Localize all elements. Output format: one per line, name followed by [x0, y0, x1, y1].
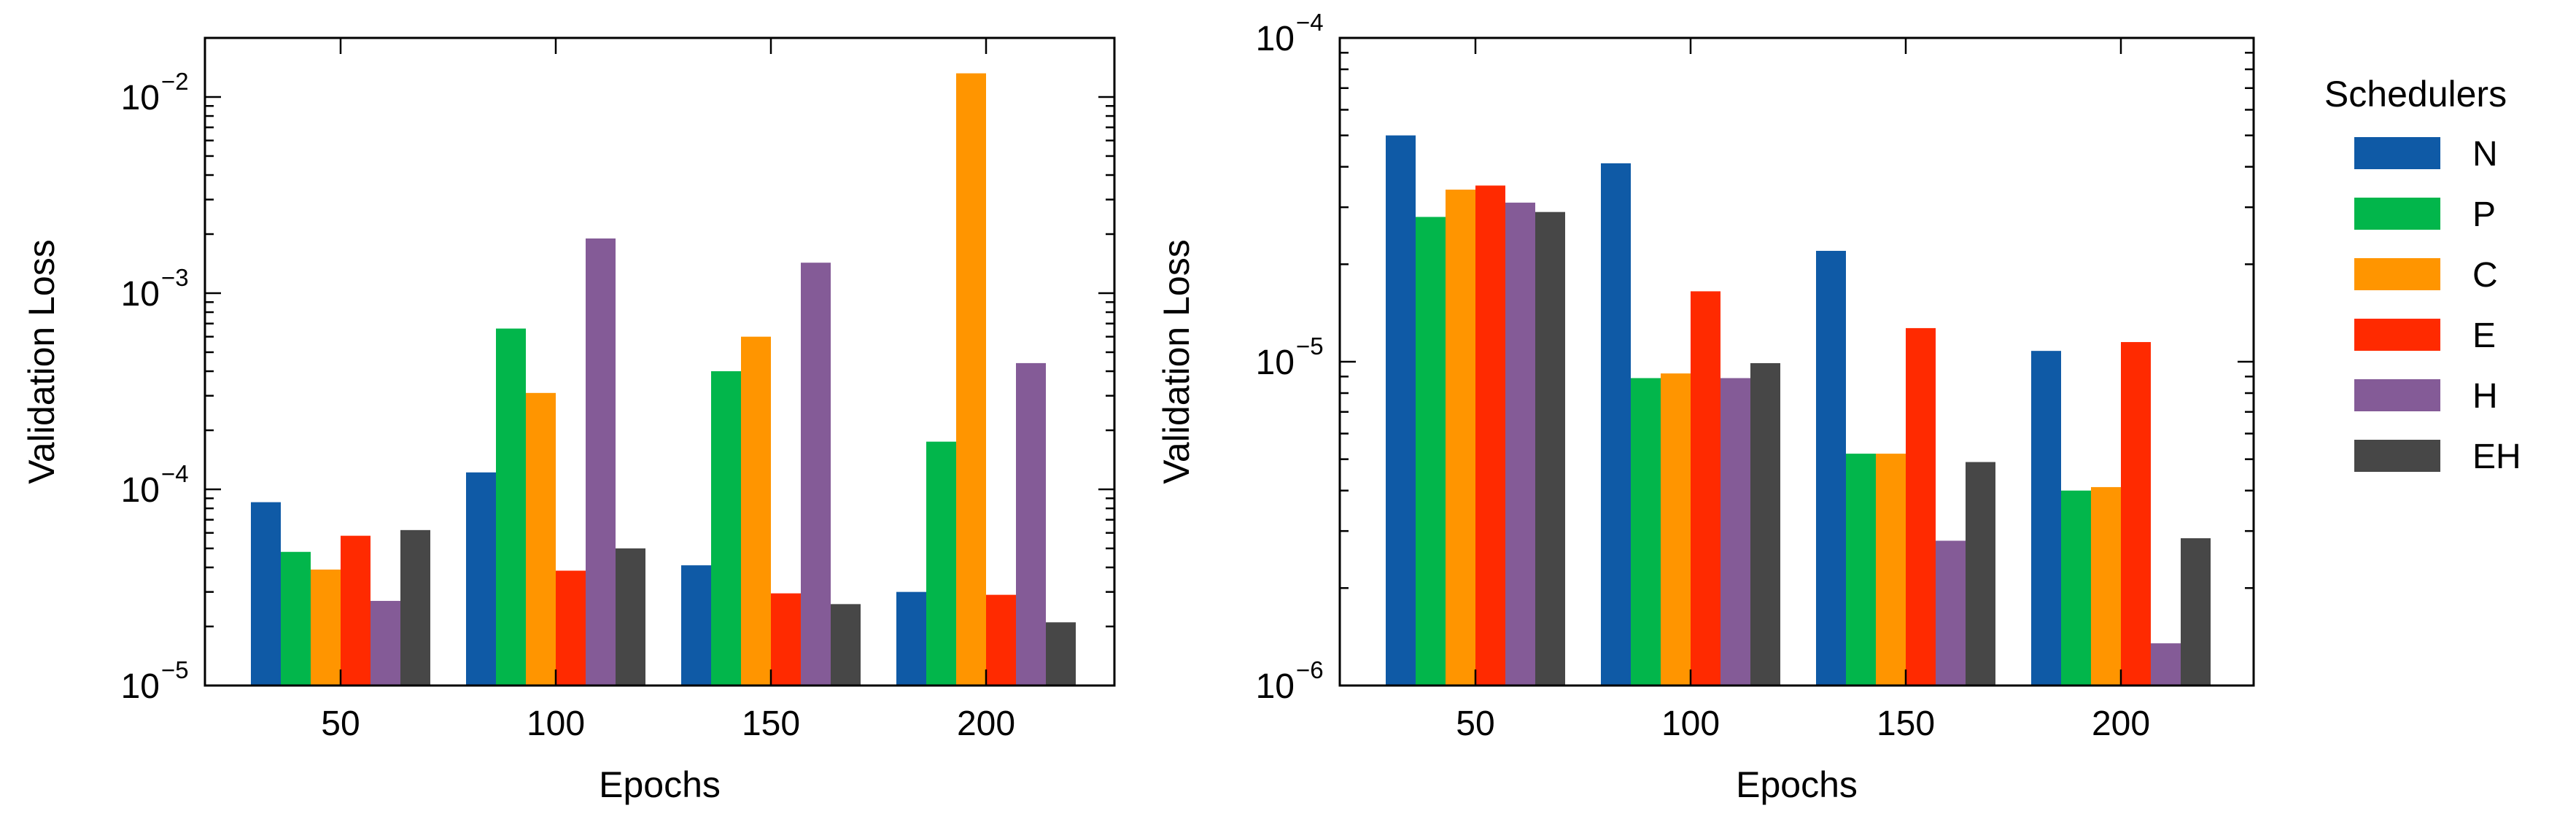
bar-200-c	[956, 73, 986, 686]
legend-label-e: E	[2472, 317, 2496, 355]
bar-100-c	[1661, 373, 1691, 686]
bar-50-h	[1505, 202, 1535, 686]
y-axis-label: Validation Loss	[21, 239, 62, 484]
bar-200-p	[2061, 490, 2091, 686]
bar-150-eh	[1966, 462, 1995, 686]
bar-150-e	[771, 593, 801, 686]
legend-swatch-eh	[2354, 440, 2440, 472]
y-tick-exponent: −5	[1296, 333, 1324, 360]
legend-label-h: H	[2472, 377, 2498, 416]
y-tick-label: 10	[1256, 343, 1295, 382]
bar-200-h	[2151, 643, 2181, 686]
y-tick-exponent: −6	[1296, 656, 1324, 683]
bar-200-eh	[2181, 538, 2211, 686]
x-axis-label: Epochs	[599, 764, 721, 805]
bar-100-e	[1691, 291, 1720, 686]
bar-200-n	[2031, 351, 2061, 686]
x-tick-label: 50	[321, 704, 360, 743]
bar-150-p	[711, 371, 741, 686]
plot-frame	[203, 36, 1116, 687]
x-tick-label: 100	[527, 704, 585, 743]
bar-150-h	[801, 263, 831, 686]
bar-100-n	[1601, 163, 1631, 686]
bar-50-p	[281, 551, 311, 686]
bar-100-e	[556, 570, 586, 686]
legend-swatch-h	[2354, 379, 2440, 411]
legend-swatch-p	[2354, 198, 2440, 230]
bar-100-eh	[1750, 362, 1780, 686]
bar-100-p	[496, 328, 526, 686]
y-tick-exponent: −3	[161, 264, 189, 291]
bar-150-c	[741, 336, 771, 686]
bar-100-n	[466, 472, 496, 686]
bar-50-h	[371, 600, 400, 686]
y-tick-label: 10	[1256, 20, 1295, 58]
bar-200-e	[986, 594, 1016, 686]
x-axis-label: Epochs	[1736, 764, 1858, 805]
y-tick-base: 10	[1256, 343, 1295, 382]
legend-label-c: C	[2472, 256, 2498, 295]
chart-right: 10−610−510 −450 100 150 200EpochsValidation …	[1156, 9, 2255, 805]
bar-200-eh	[1046, 622, 1076, 686]
bar-100-eh	[616, 548, 645, 686]
bar-100-p	[1631, 378, 1661, 686]
bar-150-n	[681, 565, 711, 686]
y-tick-label: 10	[121, 471, 160, 510]
x-tick-label: 50	[1456, 704, 1494, 743]
bar-100-h	[586, 238, 616, 686]
bar-50-n	[251, 502, 281, 686]
bar-150-c	[1876, 454, 1906, 686]
x-tick-label: 150	[742, 704, 800, 743]
y-tick-exponent: −5	[161, 656, 189, 683]
y-tick-label: 10	[121, 275, 160, 314]
bar-150-n	[1816, 250, 1846, 686]
bar-50-p	[1416, 217, 1446, 686]
bar-150-e	[1906, 327, 1936, 686]
bar-50-c	[1446, 190, 1475, 686]
bar-200-n	[896, 591, 926, 686]
legend-label-n: N	[2472, 135, 2498, 174]
y-tick-base: 10	[1256, 667, 1295, 706]
x-tick-label: 150	[1877, 704, 1935, 743]
bar-100-c	[526, 392, 556, 686]
y-tick-base: 10	[121, 667, 160, 706]
y-tick-base: 10	[121, 79, 160, 117]
legend-label-eh: EH	[2472, 438, 2521, 476]
y-tick-base: 10	[1256, 20, 1295, 58]
y-tick-exponent: −2	[161, 68, 189, 95]
legend-swatch-c	[2354, 258, 2440, 290]
y-tick-base: 10	[121, 275, 160, 314]
bar-200-c	[2091, 486, 2121, 686]
y-tick-label: 10	[121, 667, 160, 706]
chart-left: 10−510−410−310 −250 100 150 200EpochsValidat…	[21, 36, 1116, 805]
bar-50-n	[1386, 135, 1416, 686]
legend-swatch-n	[2354, 137, 2440, 169]
y-tick-label: 10	[121, 79, 160, 117]
bar-200-p	[926, 441, 956, 686]
bar-50-c	[311, 569, 341, 686]
y-tick-base: 10	[121, 471, 160, 510]
bar-200-e	[2121, 342, 2151, 686]
x-tick-label: 100	[1661, 704, 1720, 743]
y-axis-label: Validation Loss	[1156, 239, 1197, 484]
bar-50-e	[341, 535, 371, 686]
y-tick-exponent: −4	[161, 460, 189, 487]
y-tick-exponent: −4	[1296, 9, 1324, 36]
y-tick-label: 10	[1256, 667, 1295, 706]
bar-100-h	[1720, 378, 1750, 686]
legend-label-p: P	[2472, 195, 2496, 234]
bar-50-eh	[400, 529, 430, 686]
legend-swatch-e	[2354, 319, 2440, 351]
legend-title: Schedulers	[2324, 74, 2507, 114]
bar-150-h	[1936, 540, 1966, 686]
x-tick-label: 200	[957, 704, 1015, 743]
bar-50-eh	[1535, 211, 1565, 686]
bar-150-eh	[831, 604, 861, 686]
bar-50-e	[1475, 185, 1505, 686]
x-tick-label: 200	[2092, 704, 2150, 743]
bar-150-p	[1846, 454, 1876, 686]
bar-200-h	[1016, 362, 1046, 686]
